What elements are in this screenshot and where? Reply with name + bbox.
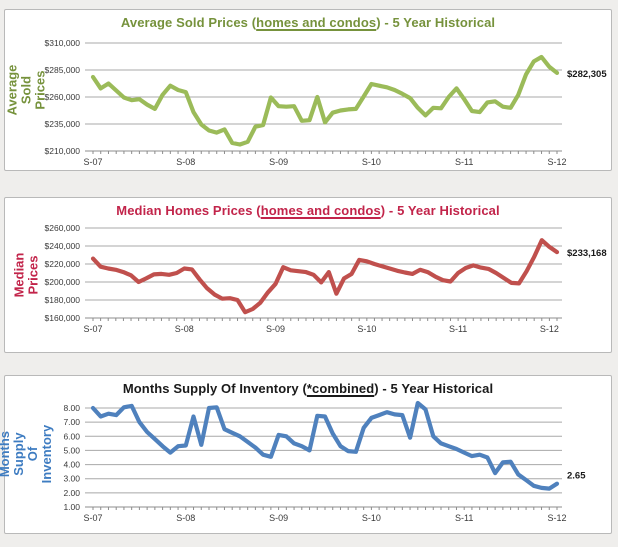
x-tick-label: S-08 — [176, 157, 195, 167]
y-tick-label: $210,000 — [45, 146, 81, 156]
average-sold-prices-chart-panel: Average Sold Prices (homes and condos) -… — [4, 9, 612, 171]
y-tick-label: $220,000 — [45, 259, 81, 269]
y-tick-label: 4.00 — [63, 460, 80, 470]
data-series-line — [90, 400, 560, 491]
x-tick-label: S-12 — [547, 157, 566, 167]
y-tick-label: 1.00 — [63, 502, 80, 512]
x-tick-label: S-11 — [449, 324, 467, 334]
months-supply-chart-title: Months Supply Of Inventory (*combined) -… — [5, 376, 611, 396]
line-chart-canvas: 1.00 2.00 3.00 4.00 5.00 6.00 7.00 8.00 S-07 S-08… — [63, 400, 586, 523]
x-tick-label: S-08 — [175, 324, 194, 334]
x-tick-label: S-09 — [269, 157, 288, 167]
line-chart-canvas: $160,000 $180,000 $200,000 $220,000 $240,000… — [45, 223, 607, 334]
months-supply-chart-panel: Months Supply Of Inventory (*combined) -… — [0, 375, 612, 534]
x-tick-label: S-10 — [362, 513, 381, 523]
y-tick-label: $235,000 — [45, 119, 81, 129]
y-tick-label: 8.00 — [63, 403, 80, 413]
title-text: ) - 5 Year Historical — [380, 203, 500, 218]
median-prices-chart-title: Median Homes Prices (homes and condos) -… — [5, 198, 611, 218]
average-sold-prices-chart-title: Average Sold Prices (homes and condos) -… — [5, 10, 611, 30]
y-tick-label: $240,000 — [45, 241, 81, 251]
data-series-line — [90, 54, 560, 147]
end-value-label: $233,168 — [567, 248, 607, 259]
y-tick-label: $180,000 — [45, 295, 81, 305]
x-tick-label: S-10 — [362, 157, 381, 167]
title-text: ) - 5 Year Historical — [374, 381, 494, 396]
x-tick-label: S-08 — [176, 513, 195, 523]
title-underlined-text: homes and condos — [260, 203, 381, 218]
y-tick-label: 6.00 — [63, 431, 80, 441]
y-tick-label: $160,000 — [45, 313, 81, 323]
end-value-label: $282,305 — [567, 69, 607, 80]
title-text: Months Supply Of Inventory ( — [122, 381, 307, 396]
y-tick-label: $310,000 — [45, 38, 81, 48]
x-tick-label: S-09 — [269, 513, 288, 523]
x-tick-label: S-07 — [83, 324, 102, 334]
x-tick-label: S-09 — [266, 324, 285, 334]
y-tick-label: $260,000 — [45, 92, 81, 102]
x-tick-label: S-12 — [540, 324, 559, 334]
x-tick-label: S-11 — [455, 513, 473, 523]
line-chart-canvas: $210,000 $235,000 $260,000 $285,000 $310,000… — [45, 38, 608, 167]
x-tick-label: S-07 — [83, 157, 102, 167]
y-tick-label: $260,000 — [45, 223, 81, 233]
median-prices-chart-panel: Median Homes Prices (homes and condos) -… — [4, 197, 612, 353]
x-tick-label: S-07 — [83, 513, 102, 523]
y-tick-label: 2.00 — [63, 488, 80, 498]
y-tick-label: $200,000 — [45, 277, 81, 287]
title-text: Median Homes Prices ( — [116, 203, 261, 218]
end-value-label: 2.65 — [567, 471, 586, 482]
title-underlined-text: homes and condos — [256, 15, 377, 30]
y-tick-label: 3.00 — [63, 474, 80, 484]
title-underlined-text: *combined — [306, 381, 375, 396]
x-tick-label: S-11 — [455, 157, 473, 167]
data-series-line — [90, 238, 560, 315]
y-tick-label: 7.00 — [63, 417, 80, 427]
x-tick-label: S-10 — [357, 324, 376, 334]
title-text: ) - 5 Year Historical — [376, 15, 496, 30]
y-tick-label: $285,000 — [45, 65, 81, 75]
title-text: Average Sold Prices ( — [120, 15, 257, 30]
x-tick-label: S-12 — [547, 513, 566, 523]
y-tick-label: 5.00 — [63, 445, 80, 455]
